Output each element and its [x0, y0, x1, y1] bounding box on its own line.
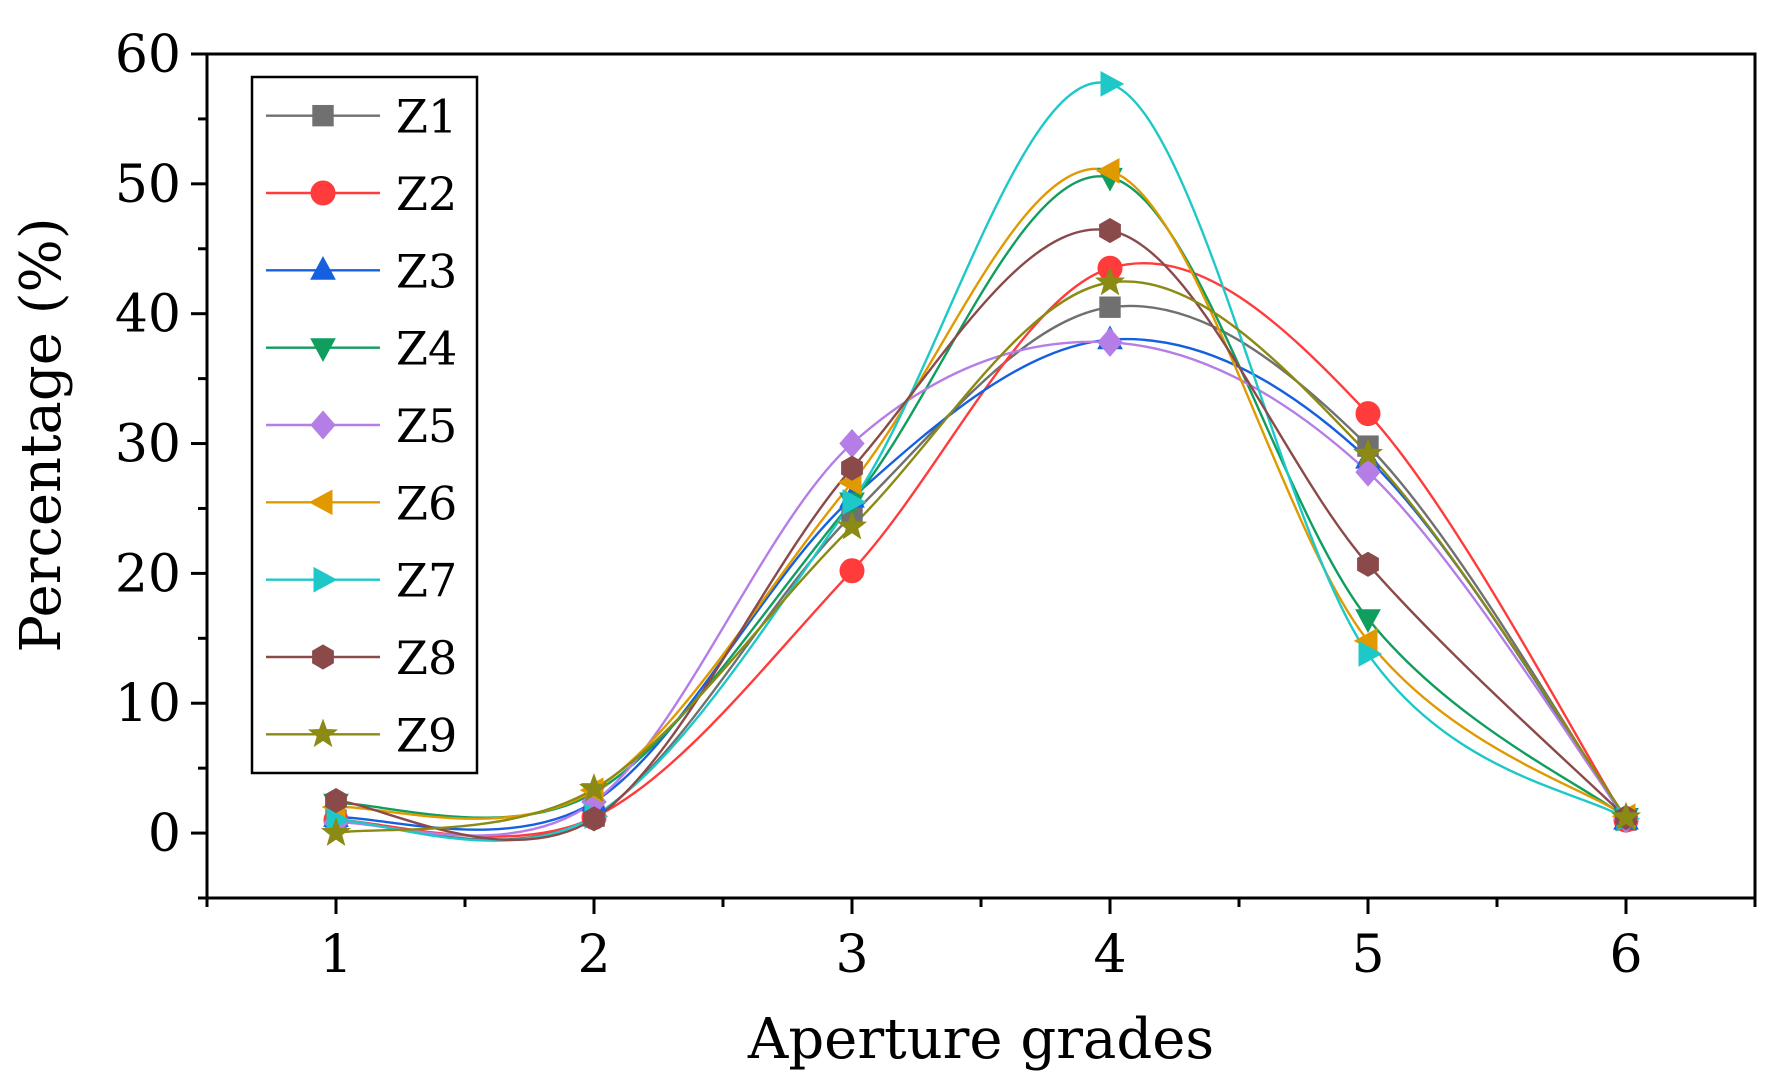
axes: 0 10 20 30 40 50 60 1 2 3 4 5 6 — [115, 25, 1757, 985]
legend-label-z6: Z6 — [396, 476, 457, 530]
y-tick-label-20: 20 — [115, 544, 181, 604]
data-point-z5-x5 — [1355, 457, 1381, 487]
x-tick-label-2: 2 — [577, 925, 610, 985]
series-line-z1 — [335, 304, 1627, 841]
legend-label-z2: Z2 — [396, 167, 457, 221]
data-point-z9-x3 — [836, 510, 868, 540]
y-tick-label-0: 0 — [148, 804, 181, 864]
data-point-z9-x6 — [1610, 801, 1642, 831]
data-point-z1-x4 — [1099, 296, 1121, 318]
data-point-z8-x4 — [1099, 218, 1121, 244]
legend-marker-z1 — [312, 104, 334, 127]
data-point-z9-x2 — [578, 773, 610, 802]
y-tick-label-50: 50 — [115, 155, 181, 215]
data-point-z8-x2 — [583, 806, 605, 832]
y-tick-label-30: 30 — [115, 415, 181, 475]
legend-label-z8: Z8 — [396, 631, 457, 685]
x-tick-label-3: 3 — [835, 925, 868, 985]
data-point-z9-x5 — [1352, 438, 1384, 467]
y-tick-label-60: 60 — [115, 25, 181, 85]
x-axis-title: Aperture grades — [747, 1007, 1214, 1072]
series-line-z9 — [335, 280, 1627, 835]
y-tick-label-40: 40 — [115, 285, 181, 345]
legend-marker-z8 — [312, 644, 334, 670]
legend-label-z4: Z4 — [396, 322, 457, 376]
x-tick-label-1: 1 — [319, 925, 352, 985]
legend-label-z7: Z7 — [396, 554, 457, 608]
legend-marker-z9 — [307, 718, 339, 748]
legend-marker-z5 — [310, 410, 336, 440]
data-point-z7-x3 — [842, 489, 867, 515]
data-point-z2-x3 — [839, 558, 865, 584]
plot-area — [320, 71, 1642, 846]
legend-marker-z4 — [310, 338, 336, 362]
data-point-z9-x1 — [320, 817, 352, 846]
legend-label-z5: Z5 — [396, 399, 457, 453]
legend-marker-z2 — [310, 180, 336, 206]
data-point-z7-x5 — [1358, 641, 1383, 667]
legend-label-z3: Z3 — [396, 244, 457, 298]
data-point-z6-x4 — [1095, 158, 1120, 184]
legend-marker-z7 — [313, 566, 338, 593]
series-line-z2 — [335, 262, 1628, 838]
data-point-z5-x3 — [839, 428, 865, 459]
data-point-z5-x4 — [1097, 327, 1123, 357]
legend-label-z1: Z1 — [396, 90, 457, 144]
series-line-z3 — [335, 337, 1627, 831]
legend: Z1 Z2 Z3 Z4 Z5 Z6 Z7 Z8 Z9 — [250, 75, 479, 775]
x-tick-label-6: 6 — [1609, 925, 1642, 985]
legend-marker-z6 — [308, 489, 333, 516]
legend-marker-z3 — [310, 256, 336, 280]
x-tick-label-4: 4 — [1093, 925, 1126, 985]
series-line-z7 — [335, 81, 1627, 842]
data-point-z8-x5 — [1357, 551, 1379, 577]
data-point-z8-x3 — [841, 455, 863, 481]
data-point-z7-x4 — [1100, 71, 1125, 97]
data-point-z9-x4 — [1094, 266, 1126, 296]
y-axis-title: Percentage (%) — [9, 217, 74, 652]
data-point-z8-x1 — [325, 788, 347, 814]
legend-label-z9: Z9 — [396, 708, 457, 762]
x-tick-label-5: 5 — [1351, 925, 1384, 985]
series-line-z5 — [335, 340, 1627, 837]
data-point-z2-x5 — [1355, 401, 1381, 427]
y-tick-label-10: 10 — [115, 674, 181, 734]
data-point-z4-x5 — [1355, 609, 1381, 634]
